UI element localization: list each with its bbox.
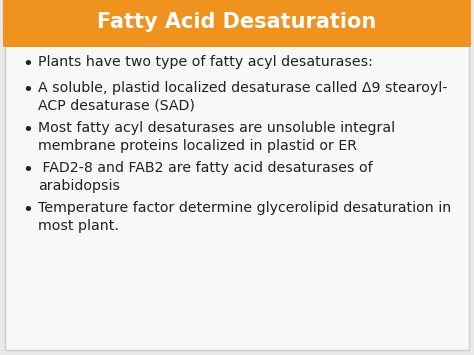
Text: FAD2-8 and FAB2 are fatty acid desaturases of
arabidopsis: FAD2-8 and FAB2 are fatty acid desaturas… [38, 161, 373, 193]
Text: •: • [23, 201, 34, 219]
Text: Temperature factor determine glycerolipid desaturation in
most plant.: Temperature factor determine glycerolipi… [38, 201, 451, 233]
Text: Plants have two type of fatty acyl desaturases:: Plants have two type of fatty acyl desat… [38, 55, 373, 69]
Text: •: • [23, 161, 34, 179]
Text: •: • [23, 55, 34, 73]
FancyBboxPatch shape [3, 0, 471, 47]
Text: •: • [23, 121, 34, 139]
Text: •: • [23, 81, 34, 99]
FancyBboxPatch shape [5, 5, 469, 350]
Text: Fatty Acid Desaturation: Fatty Acid Desaturation [97, 12, 377, 33]
Text: A soluble, plastid localized desaturase called Δ9 stearoyl-
ACP desaturase (SAD): A soluble, plastid localized desaturase … [38, 81, 447, 113]
Text: Most fatty acyl desaturases are unsoluble integral
membrane proteins localized i: Most fatty acyl desaturases are unsolubl… [38, 121, 395, 153]
